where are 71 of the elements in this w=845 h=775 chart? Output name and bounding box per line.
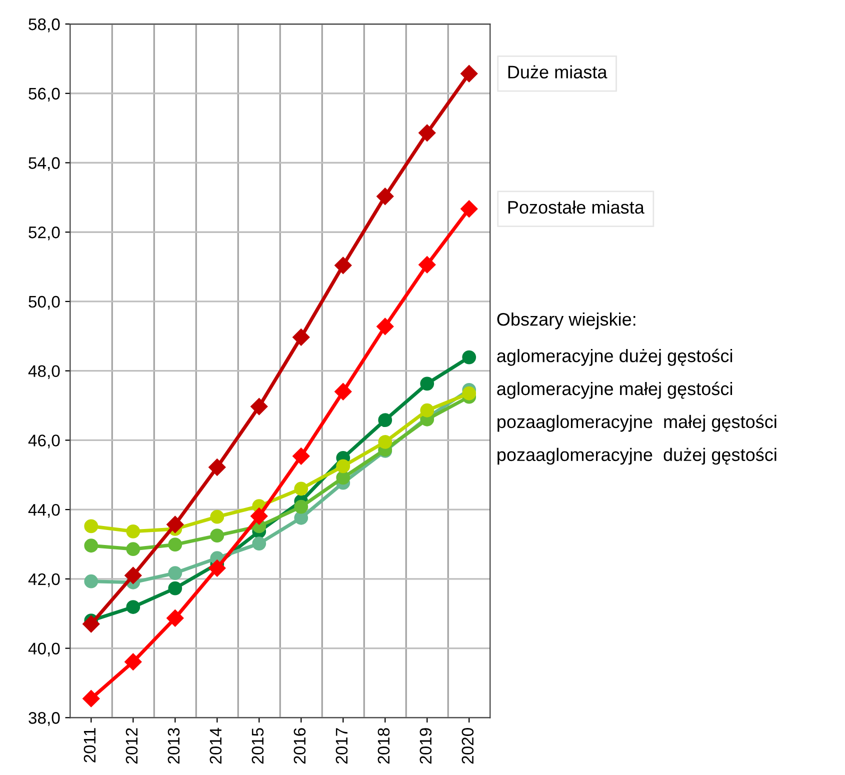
- text: Obszary wiejskie:: [497, 312, 636, 330]
- point: [82, 615, 100, 633]
- point: [418, 256, 436, 274]
- point: [166, 516, 184, 534]
- y-tick-label: 38,0: [28, 712, 60, 726]
- y-tick-label: 48,0: [28, 365, 60, 380]
- point: [334, 383, 352, 400]
- point: [168, 581, 182, 596]
- point: [124, 653, 142, 670]
- point: [420, 376, 434, 391]
- point: [124, 566, 142, 584]
- y-tick-label: 52,0: [28, 226, 60, 240]
- point: [126, 600, 140, 614]
- x-tick-label: 2017: [336, 728, 348, 764]
- x-tick-label: 2014: [210, 728, 222, 764]
- point: [378, 434, 392, 449]
- point: [292, 328, 310, 346]
- text: pozaaglomeracyjne dużej gęstości: [498, 448, 776, 465]
- y-tick-label: 40,0: [28, 642, 60, 656]
- point: [208, 458, 226, 476]
- series-label: Duże miasta: [508, 65, 608, 78]
- point: [84, 538, 98, 553]
- point: [208, 560, 226, 577]
- point: [462, 350, 476, 364]
- point: [126, 524, 140, 538]
- series-label: pozaaglomeracyjne małej gęstości: [498, 414, 776, 432]
- y-tick-label: 42,0: [28, 573, 60, 588]
- y-tick-label: 50,0: [28, 296, 60, 310]
- point: [376, 318, 394, 335]
- point: [210, 510, 224, 524]
- x-tick-label: 2013: [168, 728, 180, 764]
- point: [166, 610, 184, 627]
- series-label: Pozostałe miasta: [508, 200, 644, 214]
- point: [336, 459, 350, 474]
- point: [84, 519, 98, 534]
- point: [420, 403, 434, 418]
- point: [294, 500, 308, 514]
- point: [126, 542, 140, 556]
- x-tick-label: 2020: [462, 728, 474, 764]
- y-tick-label: 46,0: [28, 434, 60, 448]
- point: [336, 470, 350, 485]
- point: [210, 528, 224, 543]
- x-tick-label: 2011: [84, 728, 96, 762]
- point: [460, 200, 478, 218]
- series-label: aglomeracyjne dużej gęstości: [497, 348, 732, 366]
- x-tick-label: 2019: [420, 728, 432, 764]
- point: [462, 386, 476, 400]
- point: [168, 538, 182, 552]
- point: [334, 256, 352, 274]
- x-tick-label: 2018: [378, 728, 390, 764]
- y-tick-label: 56,0: [28, 88, 60, 102]
- point: [250, 398, 268, 416]
- y-tick-label: 44,0: [28, 504, 60, 518]
- y-tick-label: 58,0: [28, 18, 60, 32]
- x-tick-label: 2015: [252, 728, 264, 764]
- point: [294, 510, 308, 525]
- point: [250, 508, 268, 525]
- point: [84, 574, 98, 588]
- point: [82, 690, 100, 708]
- point: [418, 124, 436, 142]
- point: [460, 65, 478, 82]
- series-label: aglomeracyjne małej gęstości: [497, 382, 732, 399]
- point: [292, 448, 310, 465]
- point: [378, 413, 392, 428]
- point: [168, 566, 182, 580]
- x-tick-label: 2012: [126, 728, 138, 764]
- x-tick-label: 2016: [294, 728, 306, 764]
- point: [252, 536, 266, 550]
- point: [294, 482, 308, 496]
- point: [376, 188, 394, 205]
- y-tick-label: 54,0: [28, 157, 60, 171]
